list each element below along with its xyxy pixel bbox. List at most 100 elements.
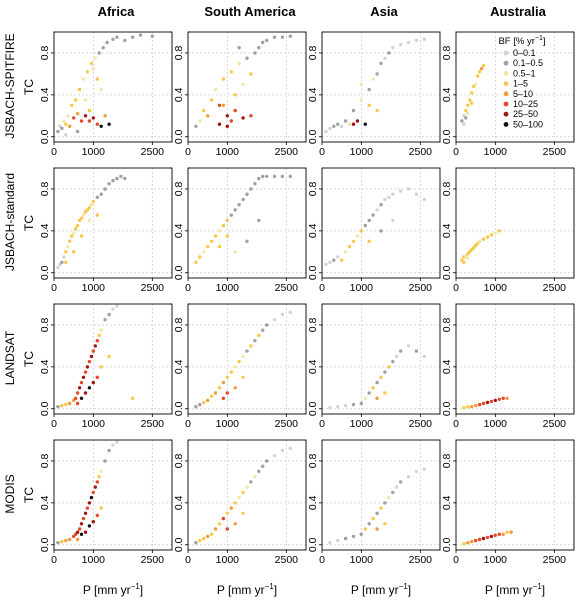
x-tick-label: 2500	[409, 418, 433, 430]
data-point	[56, 129, 60, 134]
data-point	[477, 70, 482, 74]
data-point	[79, 216, 84, 220]
x-tick-label: 2500	[543, 554, 567, 566]
y-tick-label: 0.4	[441, 223, 453, 238]
data-point	[217, 103, 222, 108]
data-point	[253, 182, 257, 186]
points	[56, 304, 135, 409]
data-point	[60, 260, 64, 264]
data-point	[336, 255, 340, 259]
data-point	[470, 101, 474, 105]
panel-jsbach-standard-australia: 0 1000 2500 0.0 0.4 0.8	[441, 167, 575, 294]
data-point	[103, 459, 107, 463]
data-point	[72, 250, 76, 254]
data-point	[375, 511, 379, 515]
data-point	[95, 195, 100, 199]
data-point	[371, 516, 375, 521]
data-point	[355, 119, 360, 123]
data-point	[493, 533, 497, 537]
data-point	[85, 365, 90, 369]
x-tick-label: 0	[185, 282, 191, 294]
data-point	[111, 37, 115, 41]
points	[462, 530, 513, 546]
y-axis-title: TC	[22, 215, 36, 231]
data-point	[501, 532, 505, 536]
panel-frame	[187, 439, 307, 551]
data-point	[265, 459, 269, 463]
data-point	[245, 56, 249, 60]
x-tick-label: 1000	[484, 418, 508, 430]
grid	[455, 168, 574, 278]
data-point	[79, 522, 84, 526]
x-tick-label: 2500	[141, 418, 165, 430]
data-point	[280, 448, 285, 453]
legend-item: 0.1–0.5	[503, 58, 543, 68]
data-point	[93, 344, 98, 348]
data-point	[115, 176, 119, 181]
data-point	[253, 475, 257, 479]
y-tick-label: 0.0	[441, 129, 453, 144]
y-tick-label: 0.8	[39, 182, 51, 197]
x-tick-label: 1000	[82, 418, 106, 430]
data-point	[91, 199, 96, 204]
data-point	[367, 522, 371, 526]
data-point	[253, 339, 257, 343]
x-axis-title: P [mm yr−1]	[351, 582, 411, 597]
data-point	[233, 365, 237, 369]
legend-swatch	[503, 50, 509, 56]
grid	[187, 32, 306, 142]
data-point	[202, 400, 206, 405]
data-point	[249, 480, 253, 484]
data-point	[123, 176, 127, 181]
data-point	[64, 122, 68, 126]
data-point	[75, 537, 80, 542]
data-point	[194, 260, 198, 264]
data-point	[249, 187, 253, 191]
panel-jsbach-spitfire-south-america: 0 1000 2500 0.0 0.4 0.8	[173, 31, 307, 158]
data-point	[363, 396, 367, 400]
x-tick-label: 1000	[350, 554, 374, 566]
data-point	[399, 42, 403, 47]
data-point	[72, 231, 76, 235]
y-tick-label: 0.4	[173, 223, 185, 238]
data-point	[328, 406, 332, 410]
data-point	[73, 396, 78, 400]
data-point	[395, 354, 399, 359]
panel-frame	[187, 31, 307, 143]
data-point	[56, 265, 60, 270]
data-point	[233, 386, 237, 390]
data-point	[85, 506, 90, 510]
x-tick-label: 0	[319, 146, 325, 158]
data-point	[280, 174, 285, 179]
data-point	[225, 234, 229, 238]
data-point	[489, 534, 494, 539]
legend-label: 0–0.1	[513, 48, 536, 58]
data-point	[237, 203, 241, 207]
data-point	[72, 116, 76, 120]
y-tick-label: 0.8	[441, 318, 453, 333]
data-point	[336, 405, 340, 409]
y-tick-label: 0.4	[173, 495, 185, 510]
data-point	[261, 328, 265, 332]
data-point	[383, 391, 387, 395]
y-axis-title: TC	[22, 79, 36, 95]
x-tick-label: 0	[51, 146, 57, 158]
data-point	[89, 354, 94, 359]
data-point	[399, 480, 403, 484]
data-point	[209, 394, 214, 398]
data-point	[194, 541, 198, 545]
data-point	[217, 386, 222, 390]
y-tick-label: 0.8	[39, 318, 51, 333]
data-point	[83, 114, 88, 118]
legend-label: 50–100	[513, 119, 543, 129]
data-point	[245, 349, 249, 353]
data-point	[91, 520, 96, 524]
data-point	[272, 174, 277, 179]
y-tick-label: 0.0	[307, 401, 319, 416]
x-tick-label: 0	[319, 554, 325, 566]
data-point	[206, 398, 210, 403]
data-point	[505, 396, 509, 400]
legend-title-close: ]	[543, 36, 546, 47]
data-point	[131, 396, 135, 400]
data-point	[351, 402, 356, 407]
